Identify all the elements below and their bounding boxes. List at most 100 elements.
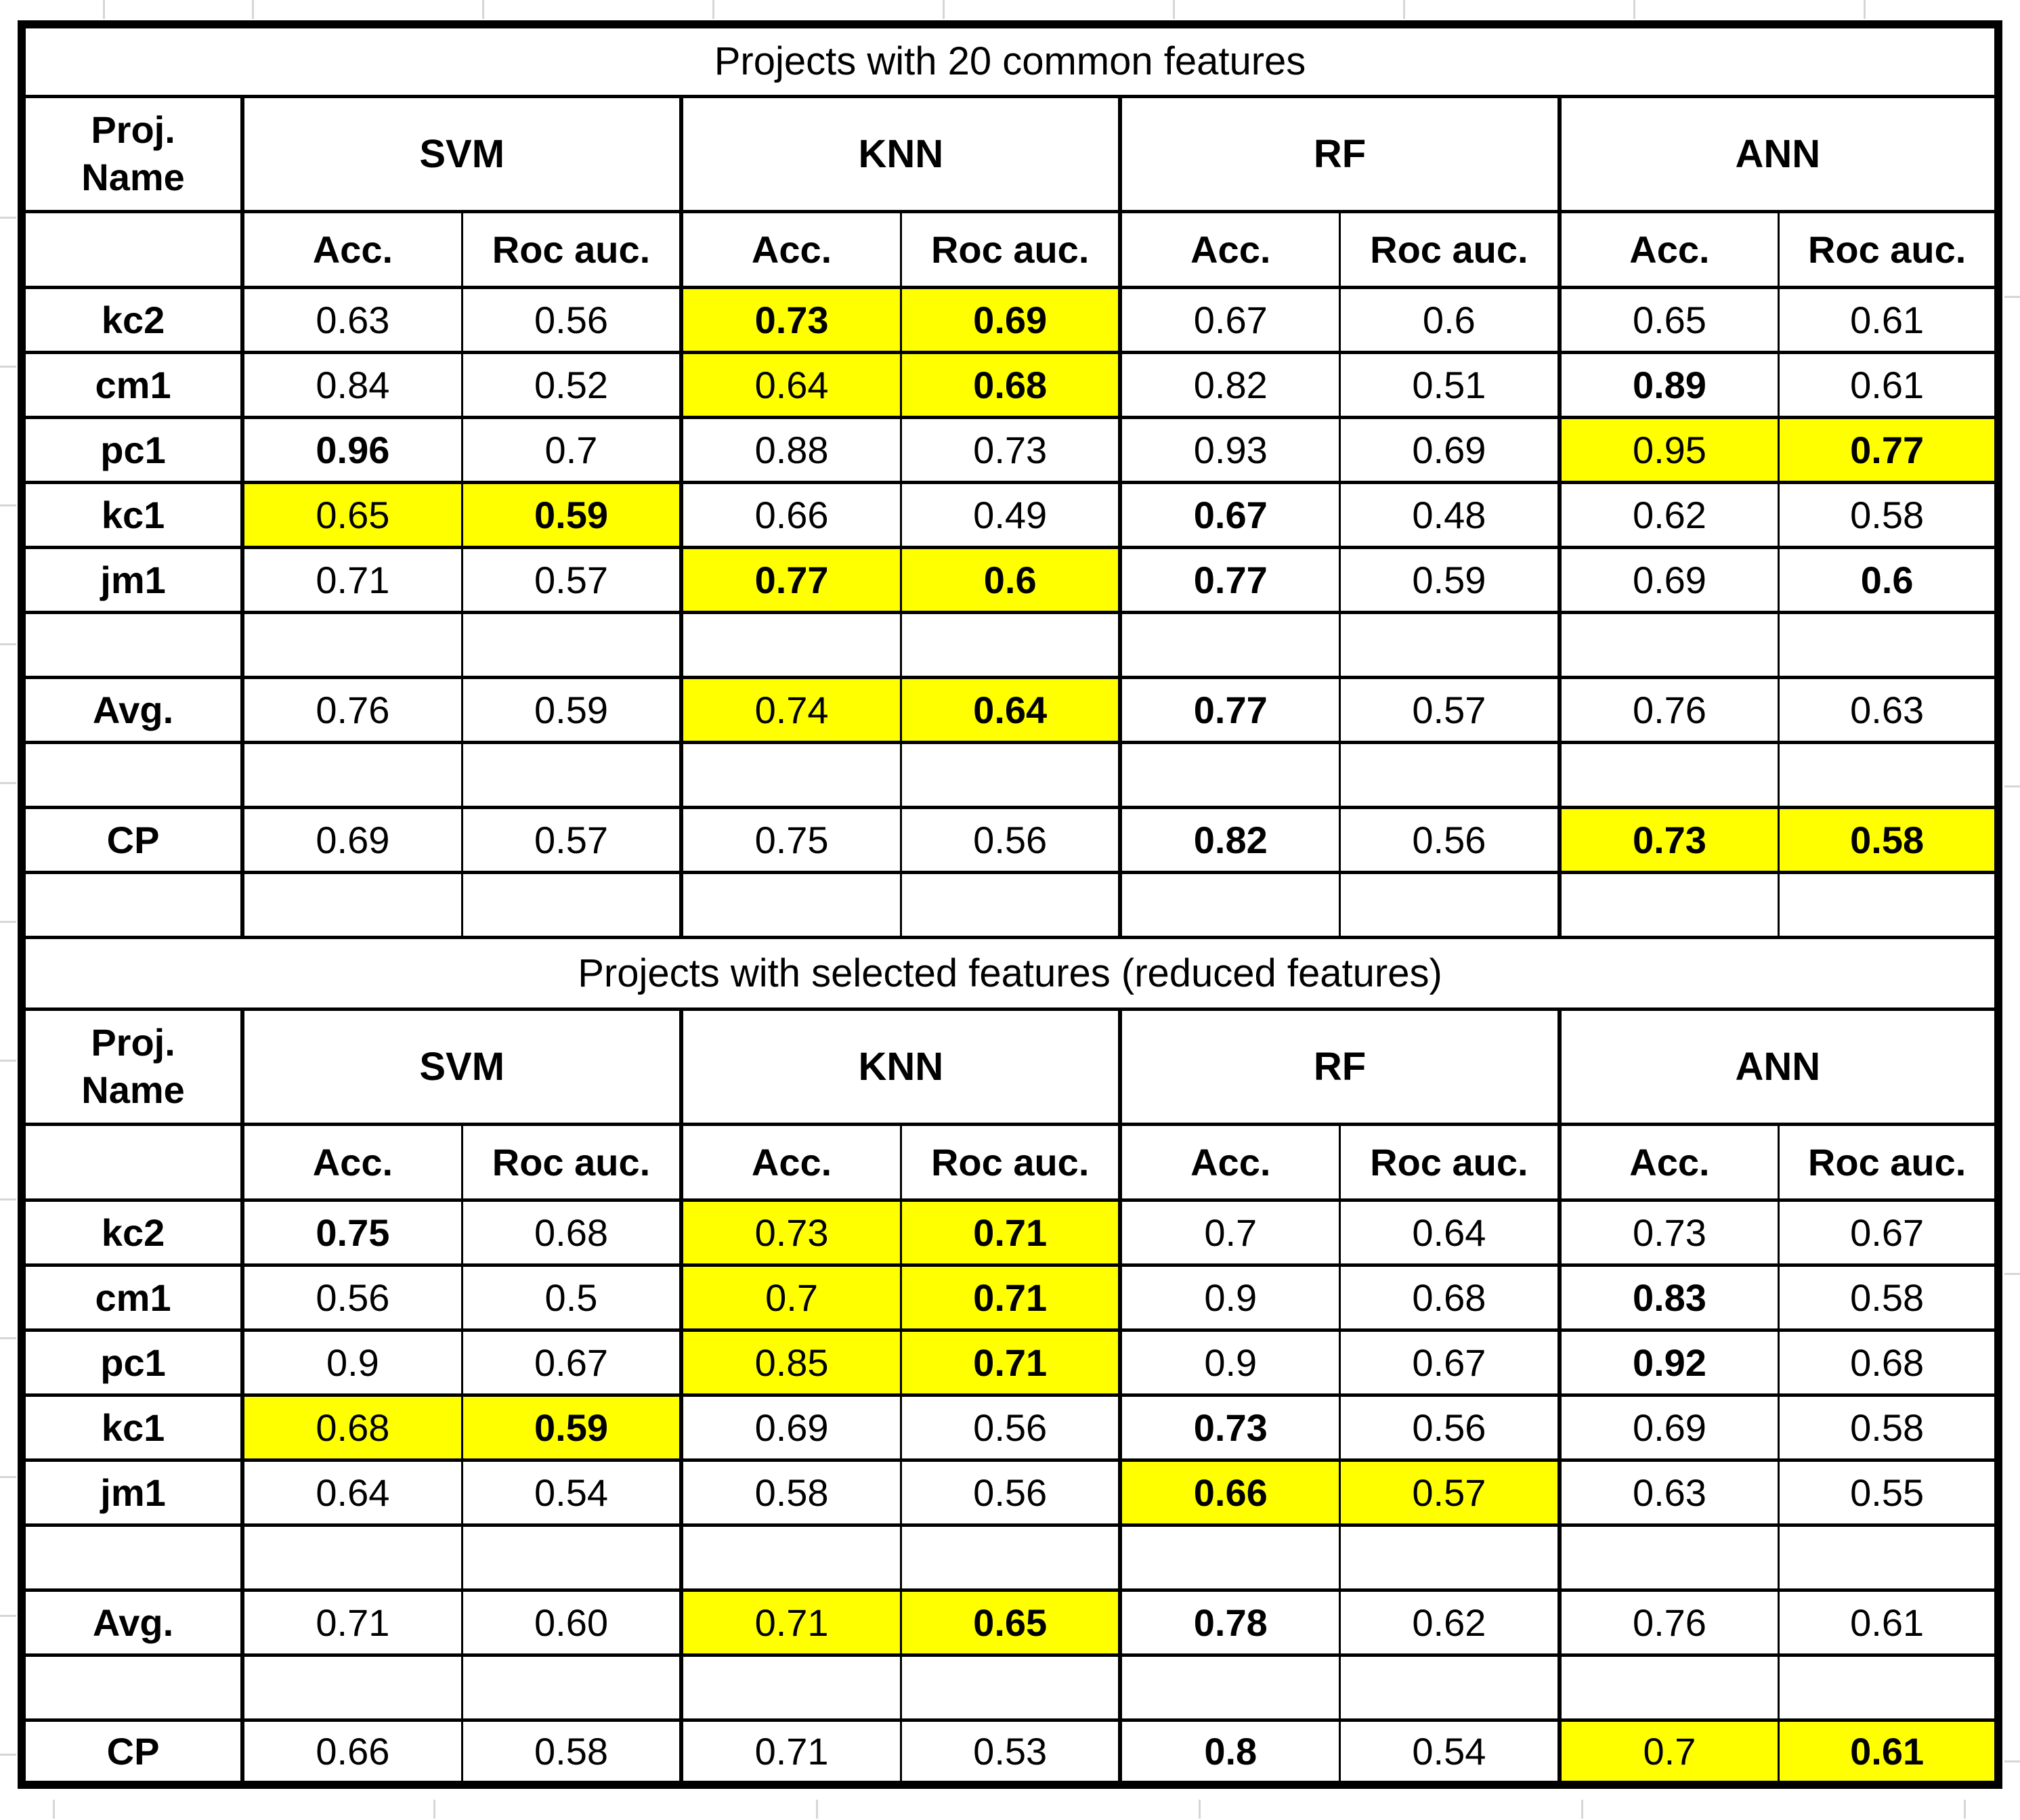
sheet-gridline-tick bbox=[1964, 1800, 1966, 1819]
t1-kc1-ann-acc: 0.62 bbox=[1557, 480, 1780, 549]
sheet-gridline-tick bbox=[0, 1337, 16, 1339]
t1-jm1-svm-acc: 0.71 bbox=[240, 545, 463, 614]
t2-cm1-knn-acc: 0.7 bbox=[679, 1263, 902, 1332]
t1-subheader-corner bbox=[20, 209, 245, 289]
t1-blank-cell bbox=[240, 870, 463, 939]
t1-blank-cell bbox=[1339, 740, 1561, 809]
t2-avg-ann-roc-auc: 0.61 bbox=[1778, 1588, 2000, 1657]
t1-jm1-knn-roc-auc: 0.6 bbox=[899, 545, 1121, 614]
t1-row-kc2: kc2 0.63 0.56 0.73 0.69 0.67 0.6 0.65 0.61 bbox=[20, 285, 2000, 354]
t2-cm1-ann-acc: 0.83 bbox=[1557, 1263, 1780, 1332]
t1-row-avg-label: Avg. bbox=[20, 675, 245, 744]
t1-blank-row bbox=[20, 870, 2000, 939]
t2-avg-svm-acc: 0.71 bbox=[240, 1588, 463, 1657]
t1-proj-name-header: Proj. Name bbox=[20, 94, 245, 213]
t2-blank-cell bbox=[1778, 1523, 2000, 1592]
t1-blank-cell bbox=[240, 610, 463, 679]
sheet-gridline-tick bbox=[0, 1060, 16, 1062]
t2-cm1-svm-acc: 0.56 bbox=[240, 1263, 463, 1332]
t1-row-cp: CP 0.69 0.57 0.75 0.56 0.82 0.56 0.73 0.58 bbox=[20, 805, 2000, 874]
t1-blank-cell bbox=[679, 870, 902, 939]
t1-cp-ann-roc-auc: 0.58 bbox=[1778, 805, 2000, 874]
t1-row-kc2-label: kc2 bbox=[20, 285, 245, 354]
t2-avg-knn-acc: 0.71 bbox=[679, 1588, 902, 1657]
t1-cp-knn-acc: 0.75 bbox=[679, 805, 902, 874]
t1-group-header-ann: ANN bbox=[1557, 94, 2000, 213]
t2-kc1-svm-acc: 0.68 bbox=[240, 1393, 463, 1462]
sheet-gridline-tick bbox=[0, 921, 16, 923]
sheet-gridline-tick bbox=[2004, 1760, 2020, 1762]
t2-pc1-knn-roc-auc: 0.71 bbox=[899, 1328, 1121, 1397]
sheet-gridline-tick bbox=[1199, 1800, 1201, 1819]
t2-header-row: Proj. Name SVM KNN RF ANN bbox=[20, 1007, 2000, 1126]
t2-kc1-ann-acc: 0.69 bbox=[1557, 1393, 1780, 1462]
t2-blank-cell bbox=[899, 1653, 1121, 1722]
t1-cm1-rf-roc-auc: 0.51 bbox=[1339, 350, 1561, 419]
t1-kc2-knn-roc-auc: 0.69 bbox=[899, 285, 1121, 354]
t2-row-cm1: cm1 0.56 0.5 0.7 0.71 0.9 0.68 0.83 0.58 bbox=[20, 1263, 2000, 1332]
t2-row-cm1-label: cm1 bbox=[20, 1263, 245, 1332]
t1-pc1-knn-acc: 0.88 bbox=[679, 415, 902, 484]
t2-cm1-rf-acc: 0.9 bbox=[1118, 1263, 1341, 1332]
t1-ann-acc-header: Acc. bbox=[1557, 209, 1780, 289]
t2-pc1-svm-roc-auc: 0.67 bbox=[460, 1328, 683, 1397]
t1-blank-row bbox=[20, 740, 2000, 809]
t2-group-header-ann: ANN bbox=[1557, 1007, 2000, 1126]
t2-subheader-row: Acc. Roc auc. Acc. Roc auc. Acc. Roc auc. Acc.… bbox=[20, 1122, 2000, 1202]
t2-subheader-corner bbox=[20, 1122, 245, 1202]
t1-row-pc1: pc1 0.96 0.7 0.88 0.73 0.93 0.69 0.95 0.77 bbox=[20, 415, 2000, 484]
t2-blank-cell bbox=[1557, 1653, 1780, 1722]
t1-blank-cell bbox=[460, 610, 683, 679]
t2-rf-acc-header: Acc. bbox=[1118, 1122, 1341, 1202]
t1-avg-ann-acc: 0.76 bbox=[1557, 675, 1780, 744]
t2-avg-ann-acc: 0.76 bbox=[1557, 1588, 1780, 1657]
t1-pc1-svm-roc-auc: 0.7 bbox=[460, 415, 683, 484]
t1-avg-rf-acc: 0.77 bbox=[1118, 675, 1341, 744]
t1-jm1-rf-roc-auc: 0.59 bbox=[1339, 545, 1561, 614]
t2-row-cp: CP 0.66 0.58 0.71 0.53 0.8 0.54 0.7 0.61 bbox=[20, 1718, 2000, 1787]
t1-row-jm1-label: jm1 bbox=[20, 545, 245, 614]
t2-blank-cell bbox=[1118, 1523, 1341, 1592]
t1-cm1-ann-acc: 0.89 bbox=[1557, 350, 1780, 419]
t1-rf-roc-auc-header: Roc auc. bbox=[1339, 209, 1561, 289]
t1-pc1-svm-acc: 0.96 bbox=[240, 415, 463, 484]
t1-blank-cell bbox=[1118, 870, 1341, 939]
sheet-gridline-tick bbox=[1581, 1800, 1583, 1819]
t2-svm-acc-header: Acc. bbox=[240, 1122, 463, 1202]
t1-blank-row bbox=[20, 610, 2000, 679]
t1-row-jm1: jm1 0.71 0.57 0.77 0.6 0.77 0.59 0.69 0.6 bbox=[20, 545, 2000, 614]
t1-pc1-rf-acc: 0.93 bbox=[1118, 415, 1341, 484]
t2-row-kc1-label: kc1 bbox=[20, 1393, 245, 1462]
t1-blank-cell bbox=[1557, 740, 1780, 809]
t2-row-jm1: jm1 0.64 0.54 0.58 0.56 0.66 0.57 0.63 0.55 bbox=[20, 1458, 2000, 1527]
t2-cp-rf-acc: 0.8 bbox=[1118, 1718, 1341, 1787]
t2-kc1-knn-roc-auc: 0.56 bbox=[899, 1393, 1121, 1462]
t2-row-cp-label: CP bbox=[20, 1718, 245, 1787]
t1-avg-ann-roc-auc: 0.63 bbox=[1778, 675, 2000, 744]
sheet-gridline-tick bbox=[433, 1800, 435, 1819]
t1-pc1-ann-roc-auc: 0.77 bbox=[1778, 415, 2000, 484]
t2-blank-label-cell bbox=[20, 1523, 245, 1592]
t2-jm1-svm-acc: 0.64 bbox=[240, 1458, 463, 1527]
t2-kc2-ann-roc-auc: 0.67 bbox=[1778, 1198, 2000, 1267]
sheet-gridline-tick bbox=[0, 366, 16, 368]
t1-svm-roc-auc-header: Roc auc. bbox=[460, 209, 683, 289]
t1-jm1-ann-acc: 0.69 bbox=[1557, 545, 1780, 614]
t1-blank-cell bbox=[240, 740, 463, 809]
t2-pc1-rf-acc: 0.9 bbox=[1118, 1328, 1341, 1397]
t1-blank-cell bbox=[1557, 610, 1780, 679]
t2-jm1-knn-roc-auc: 0.56 bbox=[899, 1458, 1121, 1527]
t1-kc1-rf-acc: 0.67 bbox=[1118, 480, 1341, 549]
t2-blank-cell bbox=[240, 1653, 463, 1722]
sheet-gridline-tick bbox=[2004, 1273, 2020, 1275]
t2-blank-cell bbox=[1778, 1653, 2000, 1722]
t2-kc1-rf-roc-auc: 0.56 bbox=[1339, 1393, 1561, 1462]
t1-avg-knn-roc-auc: 0.64 bbox=[899, 675, 1121, 744]
t2-cm1-rf-roc-auc: 0.68 bbox=[1339, 1263, 1561, 1332]
t1-kc2-svm-roc-auc: 0.56 bbox=[460, 285, 683, 354]
t2-row-jm1-label: jm1 bbox=[20, 1458, 245, 1527]
t2-kc2-rf-acc: 0.7 bbox=[1118, 1198, 1341, 1267]
t1-kc2-rf-acc: 0.67 bbox=[1118, 285, 1341, 354]
t1-cm1-svm-roc-auc: 0.52 bbox=[460, 350, 683, 419]
t2-row-kc2: kc2 0.75 0.68 0.73 0.71 0.7 0.64 0.73 0.67 bbox=[20, 1198, 2000, 1267]
